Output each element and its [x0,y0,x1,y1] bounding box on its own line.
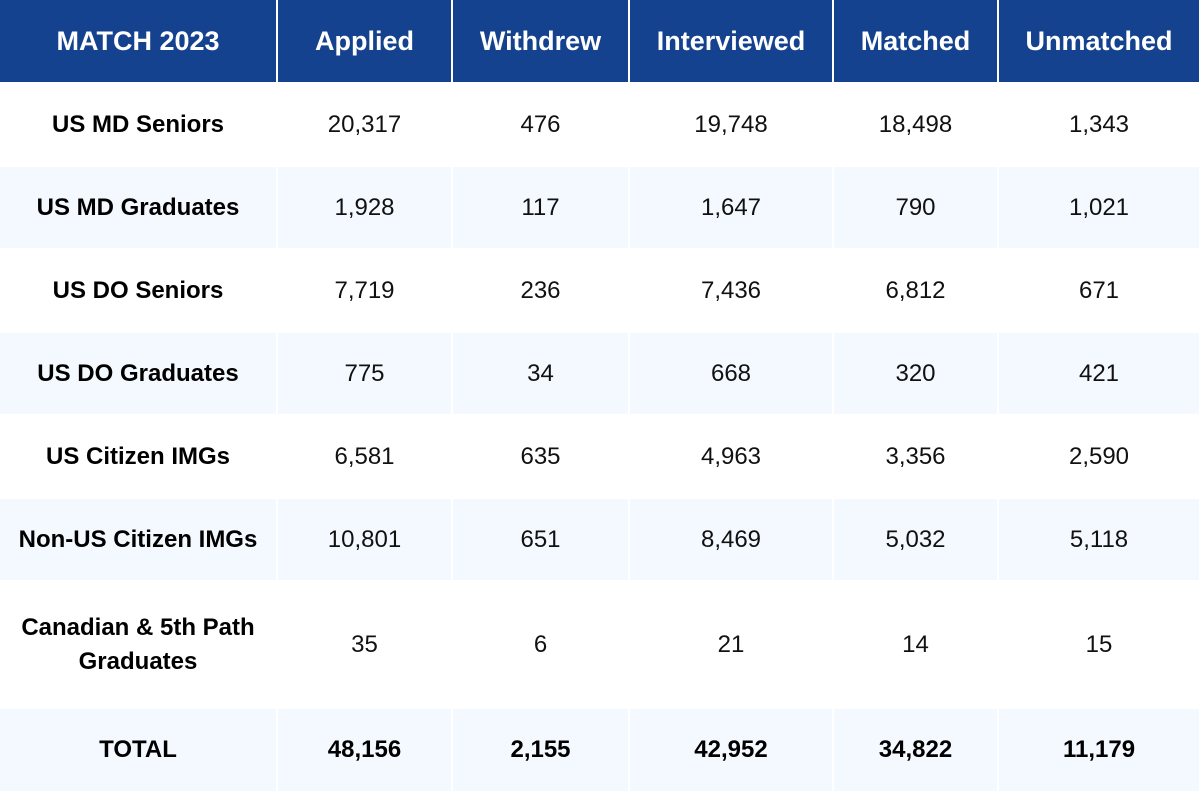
row-label: Canadian & 5th Path Graduates [0,582,276,707]
matched-cell: 790 [834,167,997,248]
table-row: US DO Graduates 775 34 668 320 421 [0,333,1199,414]
unmatched-cell: 15 [999,582,1199,707]
total-withdrew: 2,155 [453,709,628,791]
matched-cell: 14 [834,582,997,707]
header-row: MATCH 2023 Applied Withdrew Interviewed … [0,0,1199,82]
row-label: US Citizen IMGs [0,416,276,497]
withdrew-cell: 651 [453,499,628,580]
applied-cell: 775 [278,333,451,414]
unmatched-cell: 2,590 [999,416,1199,497]
matched-cell: 5,032 [834,499,997,580]
withdrew-cell: 34 [453,333,628,414]
applied-cell: 6,581 [278,416,451,497]
table-row: US MD Seniors 20,317 476 19,748 18,498 1… [0,84,1199,165]
withdrew-cell: 476 [453,84,628,165]
row-label-line-2: Graduates [78,647,198,675]
interviewed-cell: 8,469 [630,499,832,580]
table-row: US MD Graduates 1,928 117 1,647 790 1,02… [0,167,1199,248]
unmatched-cell: 1,021 [999,167,1199,248]
total-interviewed: 42,952 [630,709,832,791]
table-row: US Citizen IMGs 6,581 635 4,963 3,356 2,… [0,416,1199,497]
row-label-line-1: Canadian & 5th Path [21,613,255,641]
withdrew-cell: 117 [453,167,628,248]
matched-cell: 320 [834,333,997,414]
row-label: US MD Graduates [0,167,276,248]
interviewed-cell: 7,436 [630,250,832,331]
applied-cell: 10,801 [278,499,451,580]
header-match-2023: MATCH 2023 [0,0,276,82]
table-row: Canadian & 5th Path Graduates 35 6 21 14 … [0,582,1199,707]
applied-cell: 7,719 [278,250,451,331]
header-unmatched: Unmatched [999,0,1199,82]
withdrew-cell: 6 [453,582,628,707]
total-row: TOTAL 48,156 2,155 42,952 34,822 11,179 [0,709,1199,791]
withdrew-cell: 236 [453,250,628,331]
interviewed-cell: 21 [630,582,832,707]
interviewed-cell: 668 [630,333,832,414]
applied-cell: 20,317 [278,84,451,165]
row-label: US MD Seniors [0,84,276,165]
header-applied: Applied [278,0,451,82]
interviewed-cell: 1,647 [630,167,832,248]
withdrew-cell: 635 [453,416,628,497]
unmatched-cell: 1,343 [999,84,1199,165]
row-label: Non-US Citizen IMGs [0,499,276,580]
total-unmatched: 11,179 [999,709,1199,791]
header-matched: Matched [834,0,997,82]
unmatched-cell: 5,118 [999,499,1199,580]
interviewed-cell: 4,963 [630,416,832,497]
table-row: US DO Seniors 7,719 236 7,436 6,812 671 [0,250,1199,331]
header-withdrew: Withdrew [453,0,628,82]
interviewed-cell: 19,748 [630,84,832,165]
matched-cell: 6,812 [834,250,997,331]
row-label: US DO Seniors [0,250,276,331]
applied-cell: 35 [278,582,451,707]
header-interviewed: Interviewed [630,0,832,82]
unmatched-cell: 671 [999,250,1199,331]
row-label: US DO Graduates [0,333,276,414]
matched-cell: 3,356 [834,416,997,497]
applied-cell: 1,928 [278,167,451,248]
total-applied: 48,156 [278,709,451,791]
matched-cell: 18,498 [834,84,997,165]
table-row: Non-US Citizen IMGs 10,801 651 8,469 5,0… [0,499,1199,580]
unmatched-cell: 421 [999,333,1199,414]
total-matched: 34,822 [834,709,997,791]
total-label: TOTAL [0,709,276,791]
